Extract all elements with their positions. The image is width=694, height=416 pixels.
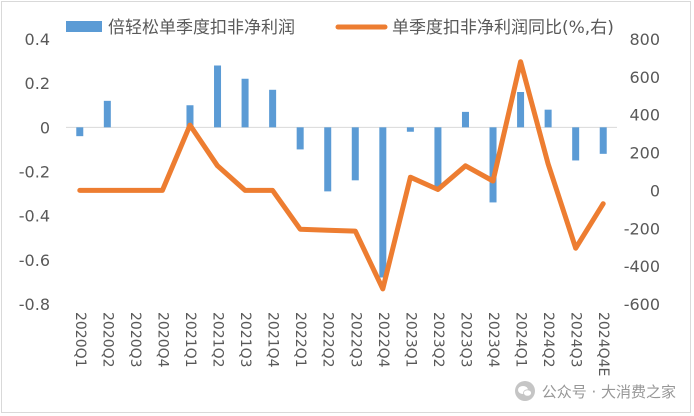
bar: [296, 127, 304, 150]
bar: [214, 65, 222, 128]
x-tick-label: 2023Q1: [402, 312, 418, 368]
x-tick-label: 2021Q4: [265, 312, 281, 368]
y-right-tick-label: -400: [624, 257, 660, 276]
x-tick-label: 2024Q4E: [595, 312, 611, 376]
bar: [241, 78, 249, 128]
legend: 倍轻松单季度扣非净利润 单季度扣非净利润同比(%,右): [66, 18, 614, 38]
x-tick-label: 2023Q4: [485, 312, 501, 368]
bar: [324, 127, 332, 192]
bar: [351, 127, 359, 181]
y-right-tick-label: -600: [624, 295, 660, 314]
x-tick-label: 2024Q1: [513, 312, 529, 368]
bar: [544, 109, 552, 128]
x-tick-label: 2021Q3: [237, 312, 253, 368]
y-right-tick-label: -200: [624, 219, 660, 238]
watermark-text: 公众号 · 大消费之家: [541, 382, 676, 401]
y-right-tick-label: 800: [629, 30, 660, 49]
bar: [406, 127, 414, 132]
bar: [186, 105, 194, 128]
x-tick-label: 2020Q1: [72, 312, 88, 368]
y-right-tick-label: 200: [629, 144, 660, 163]
series-line: [77, 59, 606, 292]
y-left-tick-label: -0.4: [19, 207, 50, 226]
bar: [103, 100, 111, 128]
x-tick-label: 2022Q1: [292, 312, 308, 368]
y-right-tick-label: 600: [629, 68, 660, 87]
y-left-tick-label: 0.2: [25, 74, 50, 93]
line-series: [77, 59, 606, 292]
bar: [599, 127, 607, 154]
x-tick-label: 2022Q2: [320, 312, 336, 368]
x-tick-label: 2021Q1: [182, 312, 198, 368]
wechat-icon: [514, 381, 535, 401]
axes: 0.4 0.2 0 -0.2 -0.4 -0.6 -0.8 800 600 400 200 0 -200…: [19, 30, 660, 314]
bar: [379, 127, 387, 278]
bar-series: [76, 65, 607, 278]
x-tick-label: 2020Q4: [154, 312, 170, 368]
y-left-tick-label: -0.2: [19, 163, 50, 182]
x-tick-label: 2023Q2: [430, 312, 446, 368]
legend-line-label: 单季度扣非净利润同比(%,右): [392, 18, 614, 38]
bar: [572, 127, 580, 161]
x-tick-label: 2022Q4: [375, 312, 391, 368]
bar: [489, 127, 497, 203]
x-tick-label: 2024Q2: [540, 312, 556, 368]
bar: [269, 89, 277, 128]
y-left-tick-label: 0.4: [25, 30, 50, 49]
bar: [76, 127, 84, 137]
legend-bar-swatch: [66, 21, 102, 32]
x-tick-label: 2020Q2: [99, 312, 115, 368]
x-tick-label: 2020Q3: [127, 312, 143, 368]
x-tick-label: 2024Q3: [568, 312, 584, 368]
bar: [461, 111, 469, 128]
y-left-tick-label: -0.6: [19, 251, 50, 270]
y-left-tick-label: 0: [40, 118, 50, 137]
watermark: 公众号 · 大消费之家: [514, 380, 676, 402]
y-left-tick-label: -0.8: [19, 295, 50, 314]
y-right-tick-label: 0: [650, 181, 660, 200]
y-right-tick-label: 400: [629, 106, 660, 125]
bar: [517, 92, 525, 128]
x-tick-label: 2023Q3: [457, 312, 473, 368]
legend-bar-label: 倍轻松单季度扣非净利润: [108, 18, 295, 38]
x-tick-label: 2022Q3: [347, 312, 363, 368]
bar: [434, 127, 442, 190]
x-tick-label: 2021Q2: [210, 312, 226, 368]
x-axis-labels: 2020Q1 2020Q2 2020Q3 2020Q4 2021Q1 2021Q2 2021…: [72, 312, 611, 376]
